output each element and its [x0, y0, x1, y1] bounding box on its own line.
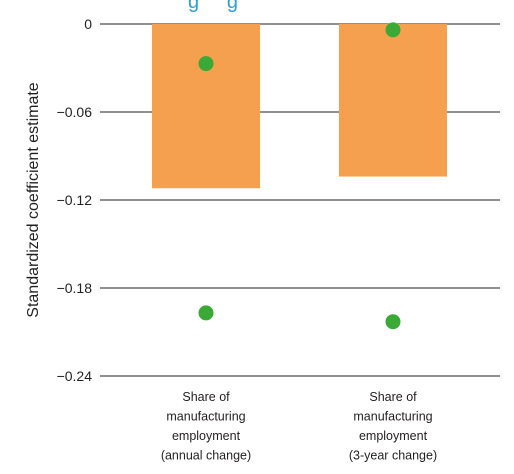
y-tick-label: −0.12 — [57, 192, 93, 208]
y-axis-title: Standardized coefficient estimate — [25, 82, 42, 318]
y-tick-label: −0.18 — [57, 280, 93, 296]
data-point — [198, 56, 214, 72]
bars — [152, 24, 447, 189]
category-labels: Share of manufacturing employment (annual c… — [161, 390, 437, 463]
y-tick-label: −0.24 — [57, 368, 93, 384]
category-label: Share of manufacturing employment (annual c… — [161, 390, 251, 463]
bar — [152, 24, 260, 189]
y-tick-label: 0 — [84, 16, 92, 32]
y-tick-labels: 0 −0.06 −0.12 −0.18 −0.24 — [57, 16, 93, 384]
category-label: Share of manufacturing employment (3-year c… — [349, 390, 437, 463]
data-point — [198, 305, 214, 321]
points — [198, 22, 401, 330]
y-tick-label: −0.06 — [57, 104, 93, 120]
bar — [339, 24, 447, 177]
data-point — [385, 314, 401, 330]
data-point — [385, 22, 401, 38]
chart-title-fragment: g g — [188, 0, 238, 13]
